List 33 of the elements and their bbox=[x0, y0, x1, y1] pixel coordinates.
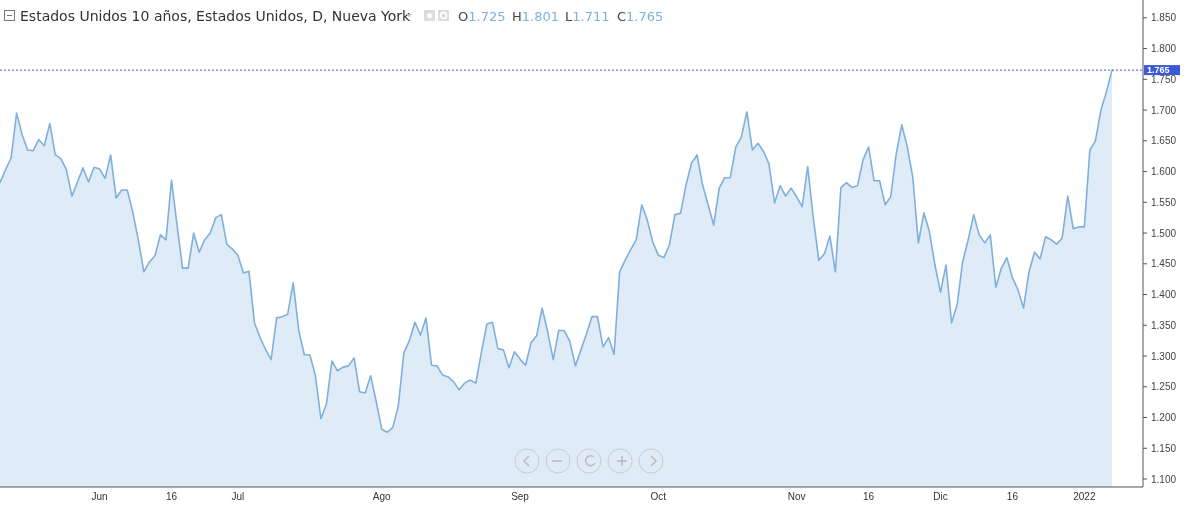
x-tick-label: Jul bbox=[231, 491, 245, 502]
y-tick-label: 1.150 bbox=[1151, 442, 1177, 454]
x-tick-label: 16 bbox=[863, 491, 875, 502]
y-tick-label: 1.850 bbox=[1151, 12, 1177, 24]
ref-line-label: 1.765 bbox=[1147, 65, 1170, 76]
y-tick-label: 1.350 bbox=[1151, 319, 1177, 331]
x-tick-label: Jun bbox=[91, 491, 108, 502]
y-tick-label: 1.300 bbox=[1151, 350, 1177, 362]
x-tick-label: Oct bbox=[650, 491, 667, 502]
y-tick-label: 1.550 bbox=[1151, 196, 1177, 208]
y-tick-label: 1.100 bbox=[1151, 473, 1177, 485]
y-tick-label: 1.200 bbox=[1151, 412, 1177, 424]
y-tick-label: 1.750 bbox=[1151, 73, 1177, 85]
y-tick-label: 1.700 bbox=[1151, 104, 1177, 116]
y-tick-label: 1.650 bbox=[1151, 135, 1177, 147]
x-tick-label: Nov bbox=[787, 491, 806, 502]
x-tick-label: 2022 bbox=[1073, 491, 1096, 502]
x-tick-label: Dic bbox=[933, 491, 948, 502]
y-tick-label: 1.250 bbox=[1151, 381, 1177, 393]
annotation: L1.711 bbox=[565, 9, 610, 24]
y-tick-label: 1.600 bbox=[1151, 166, 1177, 178]
y-tick-label: 1.400 bbox=[1151, 289, 1177, 301]
annotation: O1.725 bbox=[458, 9, 506, 24]
x-tick-label: 16 bbox=[1006, 491, 1019, 502]
annotation: C1.765 bbox=[617, 9, 664, 24]
y-tick-label: 1.800 bbox=[1151, 43, 1177, 55]
annotation: H1.801 bbox=[512, 9, 559, 24]
y-tick-label: 1.450 bbox=[1151, 258, 1177, 270]
text: Estados Unidos 10 años, Estados Unidos, D, Nueva York bbox=[20, 8, 412, 24]
x-tick-label: 16 bbox=[165, 491, 178, 502]
x-tick-label: Sep bbox=[511, 491, 530, 502]
y-tick-label: 1.500 bbox=[1151, 227, 1177, 239]
x-tick-label: Ago bbox=[372, 491, 392, 502]
